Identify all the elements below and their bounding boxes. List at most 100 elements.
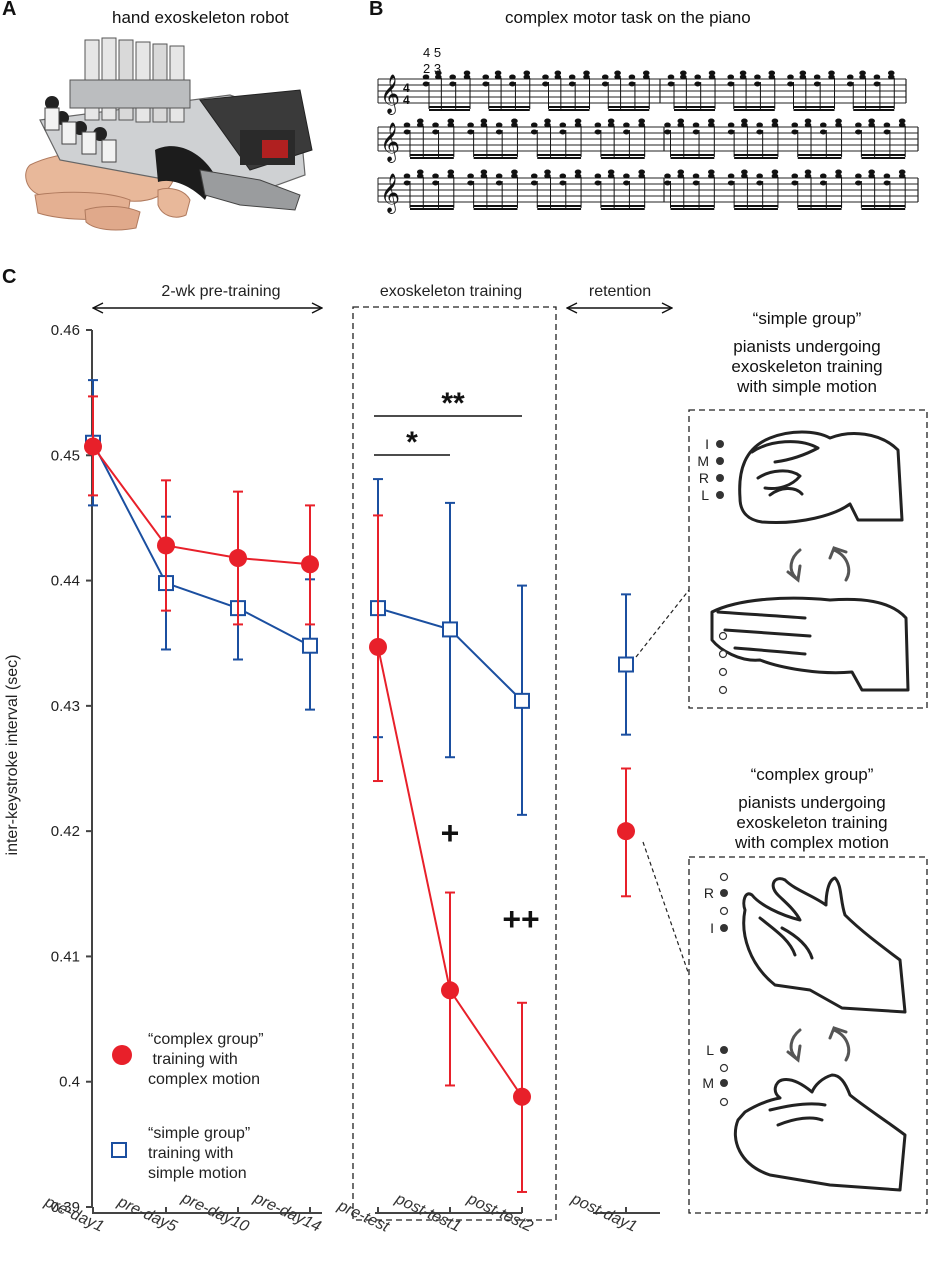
note-head xyxy=(583,70,590,76)
legend-simple-marker xyxy=(111,1142,127,1158)
note-head xyxy=(601,74,609,80)
exoskeleton-training-box xyxy=(352,306,557,1221)
note-head xyxy=(432,180,439,186)
data-point-complex xyxy=(229,549,247,568)
data-point-simple xyxy=(302,637,318,654)
note-head xyxy=(530,180,538,186)
note-head xyxy=(511,173,518,179)
note-head xyxy=(868,118,875,124)
y-tick-label: 0.45 xyxy=(51,447,80,464)
note-head xyxy=(422,81,430,87)
legend-complex-marker xyxy=(112,1045,132,1065)
data-point-complex xyxy=(84,437,102,456)
note-head xyxy=(771,118,779,124)
note-head xyxy=(898,118,906,124)
note-head xyxy=(883,173,891,179)
note-head xyxy=(614,74,621,80)
note-head xyxy=(574,118,582,124)
note-head xyxy=(403,180,411,186)
note-head xyxy=(677,169,685,175)
finger-dot-open xyxy=(718,649,728,659)
note-head xyxy=(768,70,776,76)
note-head xyxy=(403,173,411,179)
note-head xyxy=(544,122,551,128)
note-head xyxy=(594,129,602,135)
legend-simple-line-3: simple motion xyxy=(148,1165,247,1182)
note-head xyxy=(855,173,862,179)
note-head xyxy=(467,173,474,179)
finger-dot-filled xyxy=(716,440,724,448)
note-head xyxy=(727,180,735,186)
note-head xyxy=(771,173,779,179)
treble-clef: 𝄞 xyxy=(380,174,400,214)
time-signature-bottom: 4 xyxy=(403,93,410,107)
simple-hand-flexed-icon xyxy=(738,430,904,525)
note-head xyxy=(846,74,854,80)
note-head xyxy=(403,129,411,135)
simple-group-desc-3: with simple motion xyxy=(736,377,877,396)
treble-clef: 𝄞 xyxy=(380,75,400,115)
single-star-marker: * xyxy=(406,426,418,459)
note-head xyxy=(727,81,735,87)
note-head xyxy=(868,122,875,128)
note-head xyxy=(509,81,516,87)
note-head xyxy=(819,129,827,135)
note-head xyxy=(873,74,881,80)
note-head xyxy=(638,122,645,128)
note-head xyxy=(680,74,687,80)
note-head xyxy=(692,129,700,135)
note-head xyxy=(449,74,456,80)
note-head xyxy=(594,122,602,128)
note-head xyxy=(694,74,701,80)
note-head xyxy=(574,122,582,128)
double-plus-marker: ++ xyxy=(502,901,539,937)
note-head xyxy=(828,70,835,76)
data-point-complex xyxy=(513,1087,531,1106)
complex-rotation-arrows-icon xyxy=(786,1026,851,1063)
finger-label: R xyxy=(699,470,709,486)
complex-group-desc-1: pianists undergoing xyxy=(738,793,885,812)
y-tick-label: 0.4 xyxy=(59,1074,80,1091)
note-head xyxy=(482,74,490,80)
note-head xyxy=(787,81,794,87)
x-tick-label: pre-day5 xyxy=(114,1193,179,1236)
note-head xyxy=(638,118,645,124)
finger-dot-filled xyxy=(716,457,724,465)
note-head xyxy=(708,122,715,128)
simple-group-title: “simple group” xyxy=(753,309,862,328)
note-head xyxy=(692,173,700,179)
note-head xyxy=(623,129,630,135)
note-head xyxy=(828,74,835,80)
note-head xyxy=(559,122,567,128)
note-head xyxy=(568,74,576,80)
complex-connector-line xyxy=(642,841,690,976)
complex-group-desc-2: exoskeleton training xyxy=(736,813,887,832)
data-point-complex xyxy=(441,981,459,1000)
note-head xyxy=(813,81,821,87)
note-head xyxy=(771,169,779,175)
y-tick-label: 0.44 xyxy=(51,573,80,590)
note-head xyxy=(664,173,671,179)
note-head xyxy=(741,173,748,179)
note-head xyxy=(530,129,538,135)
note-head xyxy=(447,169,455,175)
note-head xyxy=(855,180,862,186)
note-head xyxy=(804,118,812,124)
finger-dot-open xyxy=(719,1097,729,1107)
note-head xyxy=(692,122,700,128)
note-head xyxy=(835,118,842,124)
finger-dot-filled xyxy=(716,491,724,499)
note-head xyxy=(594,180,602,186)
note-head xyxy=(855,129,862,135)
note-head xyxy=(416,173,424,179)
note-head xyxy=(741,169,748,175)
note-head xyxy=(403,122,411,128)
note-head xyxy=(494,74,502,80)
legend-complex-line-3: complex motion xyxy=(148,1071,260,1088)
note-head xyxy=(467,122,474,128)
note-head xyxy=(542,81,549,87)
note-head xyxy=(544,118,551,124)
simple-group-desc-1: pianists undergoing xyxy=(733,337,880,356)
note-head xyxy=(594,173,602,179)
